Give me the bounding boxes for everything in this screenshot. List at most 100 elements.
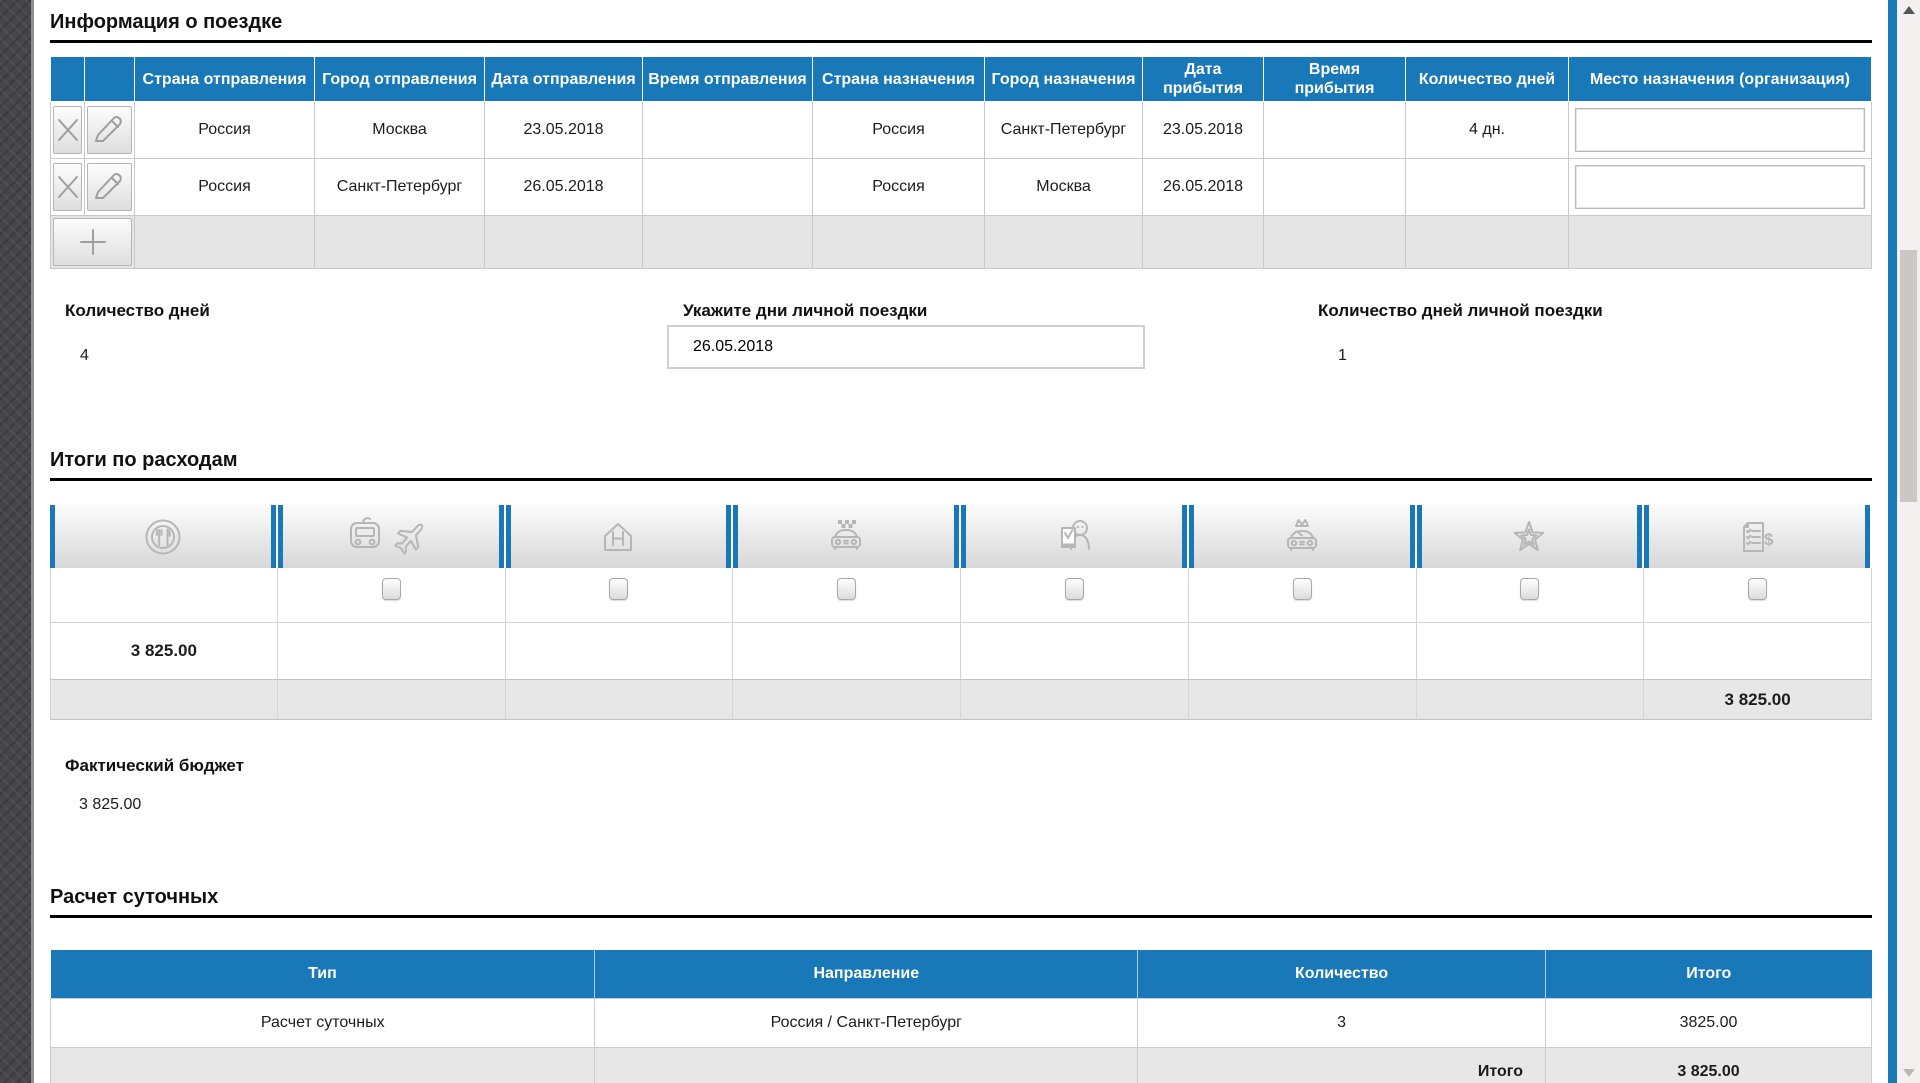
cell-dep-date: 26.05.2018 (484, 158, 643, 216)
column-header: Время прибытия (1263, 56, 1406, 102)
edit-row-button[interactable] (87, 106, 132, 154)
cell-arr-time (1263, 101, 1406, 159)
trip-summary-fields: Количество дней 4 Укажите дни личной пое… (50, 299, 1872, 419)
days-count-value: 4 (80, 347, 89, 364)
scroll-up-button[interactable] (1897, 0, 1920, 20)
plus-icon (79, 229, 106, 255)
expense-value-expense-report (1644, 622, 1872, 679)
column-header: Дата прибытия (1142, 56, 1264, 102)
expense-value-hotel (505, 622, 734, 679)
cell-arr-time (1263, 158, 1406, 216)
destination-org-input[interactable] (1575, 108, 1865, 152)
trip-table-header-row: Страна отправления Город отправления Дат… (50, 56, 1872, 102)
cell-dest-city: Санкт-Петербург (984, 101, 1143, 159)
add-row-button[interactable] (53, 218, 132, 266)
expense-value-visa (961, 622, 1189, 679)
trip-table: Страна отправления Город отправления Дат… (50, 56, 1872, 269)
table-row: Россия Санкт-Петербург 26.05.2018 Россия… (50, 158, 1872, 216)
cell-dep-city: Санкт-Петербург (314, 158, 485, 216)
table-row: Расчет суточных Россия / Санкт-Петербург… (49, 998, 1872, 1048)
cell-direction: Россия / Санкт-Петербург (594, 998, 1139, 1048)
expense-col-other (1416, 505, 1643, 568)
expense-col-taxi (733, 505, 959, 568)
checkbox-cell-meal (50, 568, 278, 622)
arrow-down-icon (1902, 1069, 1915, 1077)
right-accent-bar (1888, 0, 1897, 1083)
transport-checkbox[interactable] (381, 578, 401, 600)
checkbox-cell-vip-transport (1189, 568, 1417, 622)
cell-days: 4 дн. (1405, 101, 1569, 159)
edit-row-button[interactable] (87, 163, 132, 211)
expense-totals-grid: $ 3 825.00 (50, 505, 1872, 720)
cell-dep-country: Россия (134, 158, 315, 216)
cell-total: 3825.00 (1545, 998, 1872, 1048)
expense-col-visa (961, 505, 1187, 568)
days-count-label: Количество дней (65, 301, 210, 320)
expense-totals-title: Итоги по расходам (50, 447, 1872, 481)
expense-value-vip-transport (1188, 622, 1417, 679)
trip-info-title: Информация о поездке (50, 0, 1872, 43)
vip-car-icon (1286, 518, 1317, 551)
expense-footer-other (1416, 679, 1645, 720)
cell-dep-time (642, 158, 813, 216)
taxi-checkbox[interactable] (837, 578, 857, 600)
per-diem-footer-row: Итого 3 825.00 (49, 1047, 1872, 1083)
expense-report-icon: $ (1743, 521, 1774, 552)
checkbox-cell-visa (961, 568, 1189, 622)
column-header: Количество дней (1405, 56, 1569, 102)
column-header: Тип (50, 950, 596, 999)
expense-value-other (1416, 622, 1645, 679)
cell-dep-time (642, 101, 813, 159)
visa-checkbox[interactable] (1064, 578, 1084, 600)
column-header: Город отправления (314, 56, 485, 102)
other-checkbox[interactable] (1520, 578, 1540, 600)
hotel-icon (604, 522, 633, 551)
personal-days-input[interactable] (667, 325, 1145, 369)
delete-icon (57, 119, 78, 141)
hotel-checkbox[interactable] (609, 578, 629, 600)
scroll-down-button[interactable] (1897, 1063, 1920, 1083)
personal-days-label: Укажите дни личной поездки (683, 301, 928, 320)
checkbox-cell-other (1417, 568, 1645, 622)
expense-footer-transport (277, 679, 506, 720)
per-diem-title: Расчет суточных (50, 884, 1872, 918)
checkbox-cell-expense-report (1644, 568, 1872, 622)
edit-column-header (84, 56, 135, 102)
column-header: Направление (594, 950, 1139, 999)
expense-value-transport (277, 622, 506, 679)
destination-org-input[interactable] (1575, 165, 1865, 209)
checkbox-cell-hotel (506, 568, 734, 622)
meal-icon (145, 519, 181, 554)
cell-type: Расчет суточных (49, 998, 596, 1048)
expense-value-taxi (733, 622, 961, 679)
delete-icon (57, 176, 78, 198)
taxi-icon (831, 519, 862, 550)
footer-empty (49, 1047, 596, 1083)
pencil-icon (94, 173, 122, 199)
expense-report-checkbox[interactable] (1748, 578, 1768, 600)
visa-document-icon (1060, 519, 1090, 550)
checkbox-cell-taxi (733, 568, 961, 622)
cell-dep-date: 23.05.2018 (484, 101, 643, 159)
star-icon (1514, 520, 1545, 551)
expense-value-meal: 3 825.00 (50, 622, 278, 679)
column-header: Страна назначения (812, 56, 985, 102)
delete-row-button[interactable] (53, 163, 82, 211)
cell-dest-city: Москва (984, 158, 1143, 216)
vip-transport-checkbox[interactable] (1292, 578, 1312, 600)
cell-dest-country: Россия (812, 158, 985, 216)
svg-text:$: $ (1764, 530, 1774, 549)
expense-footer-total: 3 825.00 (1644, 679, 1872, 720)
left-margin-strip (0, 0, 34, 1083)
pencil-icon (94, 116, 122, 142)
column-header: Количество (1137, 950, 1547, 999)
expense-footer-hotel (505, 679, 734, 720)
delete-row-button[interactable] (53, 106, 82, 154)
per-diem-header-row: Тип Направление Количество Итого (50, 950, 1872, 999)
scrollbar-thumb[interactable] (1900, 250, 1917, 502)
expense-col-hotel (505, 505, 732, 568)
vertical-scrollbar[interactable] (1897, 0, 1920, 1083)
expense-col-expense-report: $ (1644, 505, 1870, 568)
expense-col-vip-transport (1188, 505, 1415, 568)
